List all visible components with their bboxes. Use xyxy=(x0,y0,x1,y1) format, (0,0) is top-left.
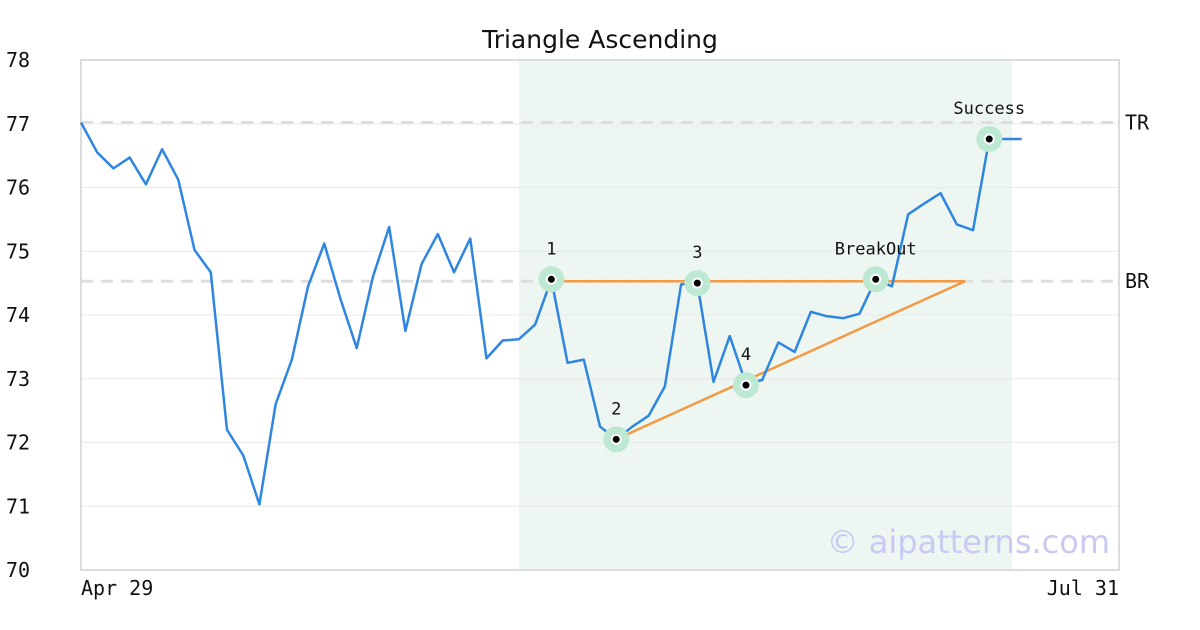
plot-frame xyxy=(80,59,1120,571)
y-tick-label: 76 xyxy=(6,176,30,200)
x-tick-label: Jul 31 xyxy=(1047,576,1119,600)
watermark: © aipatterns.com xyxy=(827,523,1110,561)
key-point-label: BreakOut xyxy=(835,239,917,259)
key-point-label: 4 xyxy=(741,345,751,365)
y-tick-label: 74 xyxy=(6,303,30,327)
key-point-label: 3 xyxy=(692,243,702,263)
axis-labels: 78 77 76 75 74 73 72 71 70 Apr 29 Jul 31 TR BR xyxy=(6,48,1150,600)
point-labels: 1 2 3 4 BreakOut Success xyxy=(546,99,1025,419)
key-point-label: Success xyxy=(953,99,1025,119)
gridlines xyxy=(81,123,1119,507)
trendline xyxy=(615,280,966,441)
y-tick-label: 75 xyxy=(6,239,30,263)
y-tick-label: 72 xyxy=(6,431,30,455)
y-tick-label: 78 xyxy=(6,48,30,72)
key-point-label: 1 xyxy=(546,239,556,259)
y-tick-label: 71 xyxy=(6,494,30,518)
y-tick-label: 70 xyxy=(6,558,30,582)
key-point-dot xyxy=(985,135,993,143)
level-label: BR xyxy=(1125,269,1150,293)
y-tick-label: 73 xyxy=(6,367,30,391)
key-point-dot xyxy=(742,381,750,389)
key-point-dot xyxy=(547,275,555,283)
trendlines xyxy=(551,279,966,441)
key-point-dot xyxy=(872,275,880,283)
chart-title: Triangle Ascending xyxy=(481,25,718,54)
x-tick-label: Apr 29 xyxy=(81,576,153,600)
y-tick-label: 77 xyxy=(6,112,30,136)
key-points xyxy=(538,126,1003,453)
key-point-dot xyxy=(612,435,620,443)
key-point-dot xyxy=(693,279,701,287)
key-point-label: 2 xyxy=(611,399,621,419)
level-label: TR xyxy=(1125,110,1150,134)
